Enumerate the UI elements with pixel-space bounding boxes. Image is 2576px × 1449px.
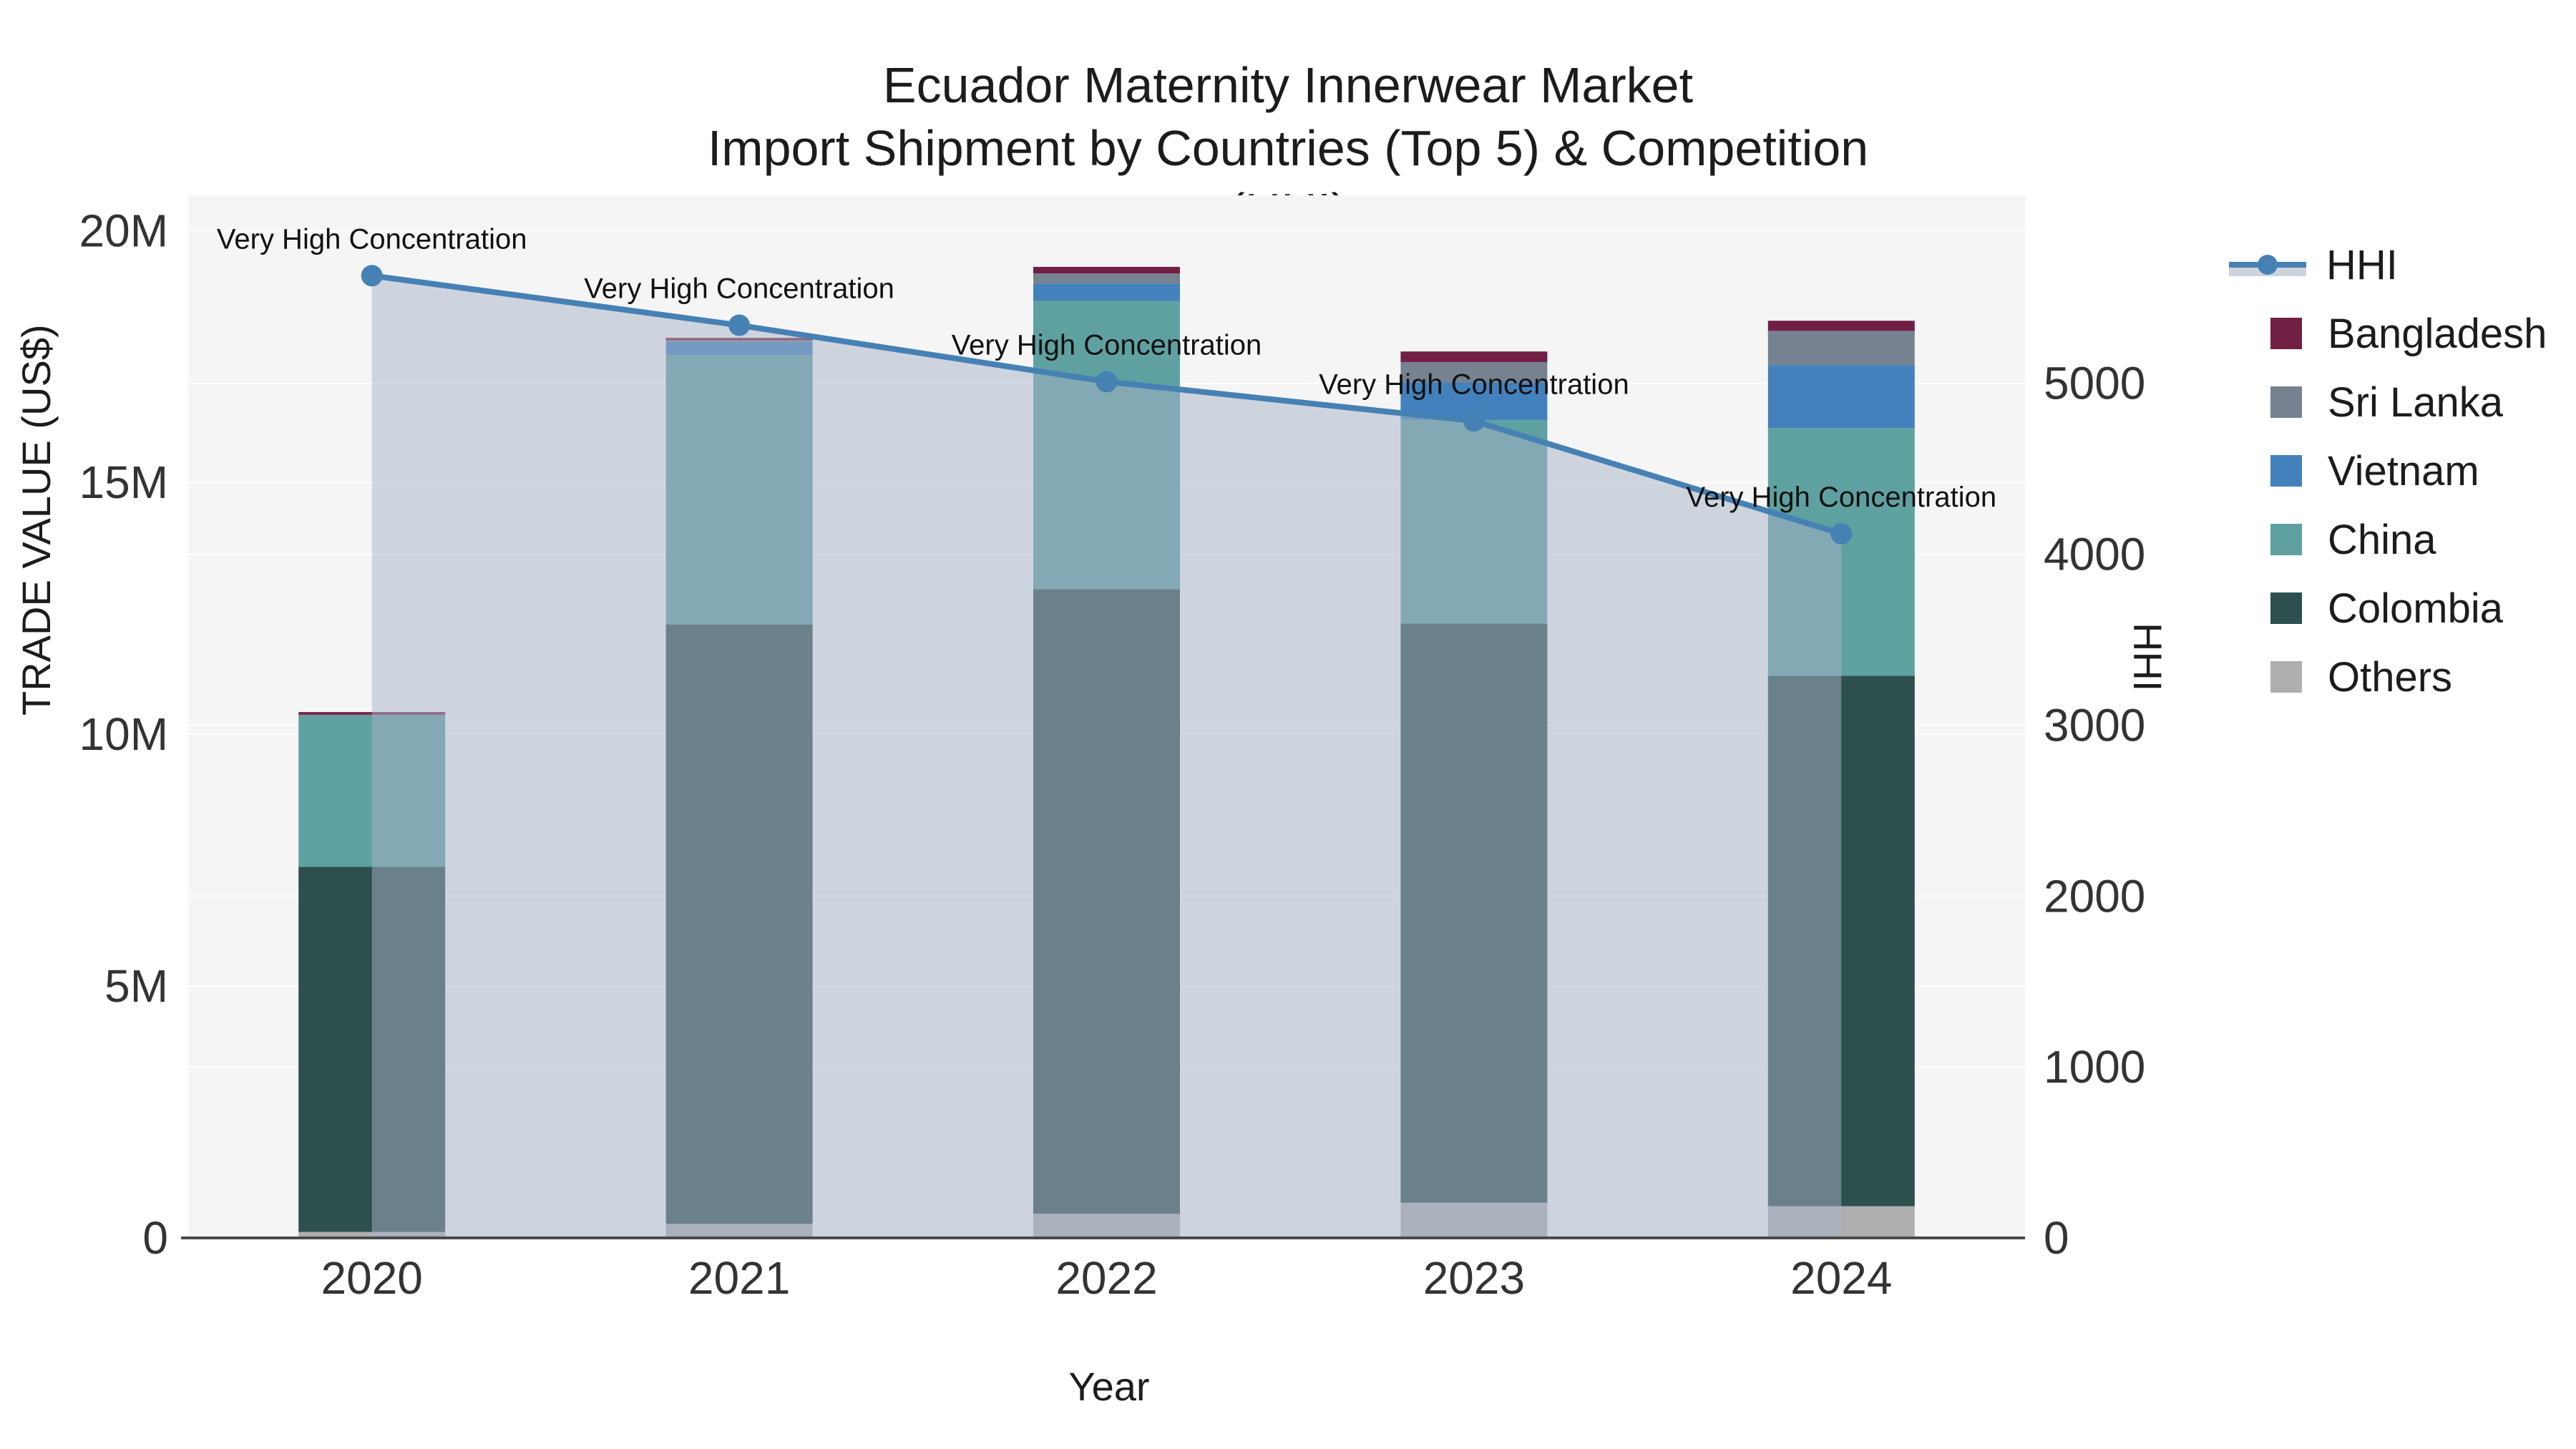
legend-item-china[interactable]: China xyxy=(2229,505,2547,574)
hhi-marker-2024[interactable] xyxy=(1830,522,1853,545)
legend-swatch-bangladesh xyxy=(2270,318,2302,349)
x-axis-tick-2020[interactable]: 2020 xyxy=(321,1252,423,1304)
hhi-marker-2020[interactable] xyxy=(361,265,383,287)
bar-segment-vietnam-2024[interactable] xyxy=(1767,365,1915,429)
chart-title-line1: Ecuador Maternity Innerwear Market xyxy=(882,57,1694,113)
legend-label-hhi: HHI xyxy=(2326,241,2398,288)
legend-swatch-vietnam xyxy=(2270,455,2302,487)
annotation-2023: Very High Concentration xyxy=(1319,369,1629,400)
chart-title: Ecuador Maternity Innerwear Market Impor… xyxy=(644,54,1932,243)
legend: HHI Bangladesh Sri Lanka Vietnam China Colomb… xyxy=(2229,230,2547,711)
y-axis-tick-20M: 20M xyxy=(79,205,169,256)
y-axis-tick-5M: 5M xyxy=(104,960,168,1012)
legend-label-colombia: Colombia xyxy=(2328,585,2503,632)
annotation-2020: Very High Concentration xyxy=(217,223,527,255)
legend-label-sri-lanka: Sri Lanka xyxy=(2328,379,2504,426)
hhi-marker-2021[interactable] xyxy=(728,314,751,336)
legend-item-others[interactable]: Others xyxy=(2229,643,2547,711)
legend-swatch-colombia xyxy=(2270,592,2302,624)
legend-swatch-china xyxy=(2270,524,2302,555)
legend-label-bangladesh: Bangladesh xyxy=(2328,310,2547,357)
x-axis-title: Year xyxy=(1068,1364,1150,1409)
annotation-2022: Very High Concentration xyxy=(952,329,1262,361)
x-axis-tick-2023[interactable]: 2023 xyxy=(1423,1252,1525,1304)
annotation-2021: Very High Concentration xyxy=(584,273,894,305)
legend-label-china: China xyxy=(2328,516,2436,563)
chart-title-line2: Import Shipment by Countries (Top 5) & C… xyxy=(707,120,1869,239)
x-axis-tick-2024[interactable]: 2024 xyxy=(1790,1252,1892,1304)
legend-item-hhi[interactable]: HHI xyxy=(2229,230,2547,299)
legend-label-vietnam: Vietnam xyxy=(2328,447,2479,494)
y-axis-title-right: HHI xyxy=(2125,623,2170,692)
y2-axis-tick-1000: 1000 xyxy=(2044,1041,2145,1093)
bar-segment-bangladesh-2022[interactable] xyxy=(1033,266,1180,274)
legend-line-swatch-hhi xyxy=(2229,249,2306,280)
y2-axis-tick-4000: 4000 xyxy=(2044,529,2145,580)
bar-segment-bangladesh-2023[interactable] xyxy=(1400,351,1548,362)
y2-axis-tick-2000: 2000 xyxy=(2044,870,2145,922)
y2-axis-tick-5000: 5000 xyxy=(2044,358,2145,409)
x-axis-tick-2021[interactable]: 2021 xyxy=(688,1252,790,1304)
bar-segment-sri-lanka-2022[interactable] xyxy=(1033,273,1180,284)
bar-segment-sri-lanka-2023[interactable] xyxy=(1400,361,1548,383)
legend-item-colombia[interactable]: Colombia xyxy=(2229,574,2547,643)
hhi-area-fill xyxy=(371,275,1842,1239)
legend-item-sri-lanka[interactable]: Sri Lanka xyxy=(2229,368,2547,436)
legend-item-bangladesh[interactable]: Bangladesh xyxy=(2229,299,2547,368)
x-axis-tick-2022[interactable]: 2022 xyxy=(1055,1252,1157,1304)
bar-segment-vietnam-2022[interactable] xyxy=(1033,283,1180,301)
y-axis-tick-15M: 15M xyxy=(79,457,169,508)
legend-swatch-sri-lanka xyxy=(2270,386,2302,418)
hhi-marker-sample xyxy=(2258,255,2278,275)
bar-segment-sri-lanka-2024[interactable] xyxy=(1767,331,1915,366)
y2-axis-tick-3000: 3000 xyxy=(2044,699,2145,751)
legend-item-vietnam[interactable]: Vietnam xyxy=(2229,436,2547,505)
legend-label-others: Others xyxy=(2328,653,2453,701)
y2-axis-tick-0: 0 xyxy=(2044,1212,2069,1264)
bar-segment-bangladesh-2024[interactable] xyxy=(1767,321,1915,331)
y-axis-tick-0: 0 xyxy=(142,1212,168,1264)
hhi-marker-2022[interactable] xyxy=(1096,371,1118,393)
hhi-marker-2023[interactable] xyxy=(1463,410,1485,432)
y-axis-tick-10M: 10M xyxy=(79,708,169,760)
annotation-2024: Very High Concentration xyxy=(1687,482,1997,513)
legend-swatch-others xyxy=(2270,661,2302,693)
y-axis-title-left: TRADE VALUE (US$) xyxy=(14,324,59,716)
